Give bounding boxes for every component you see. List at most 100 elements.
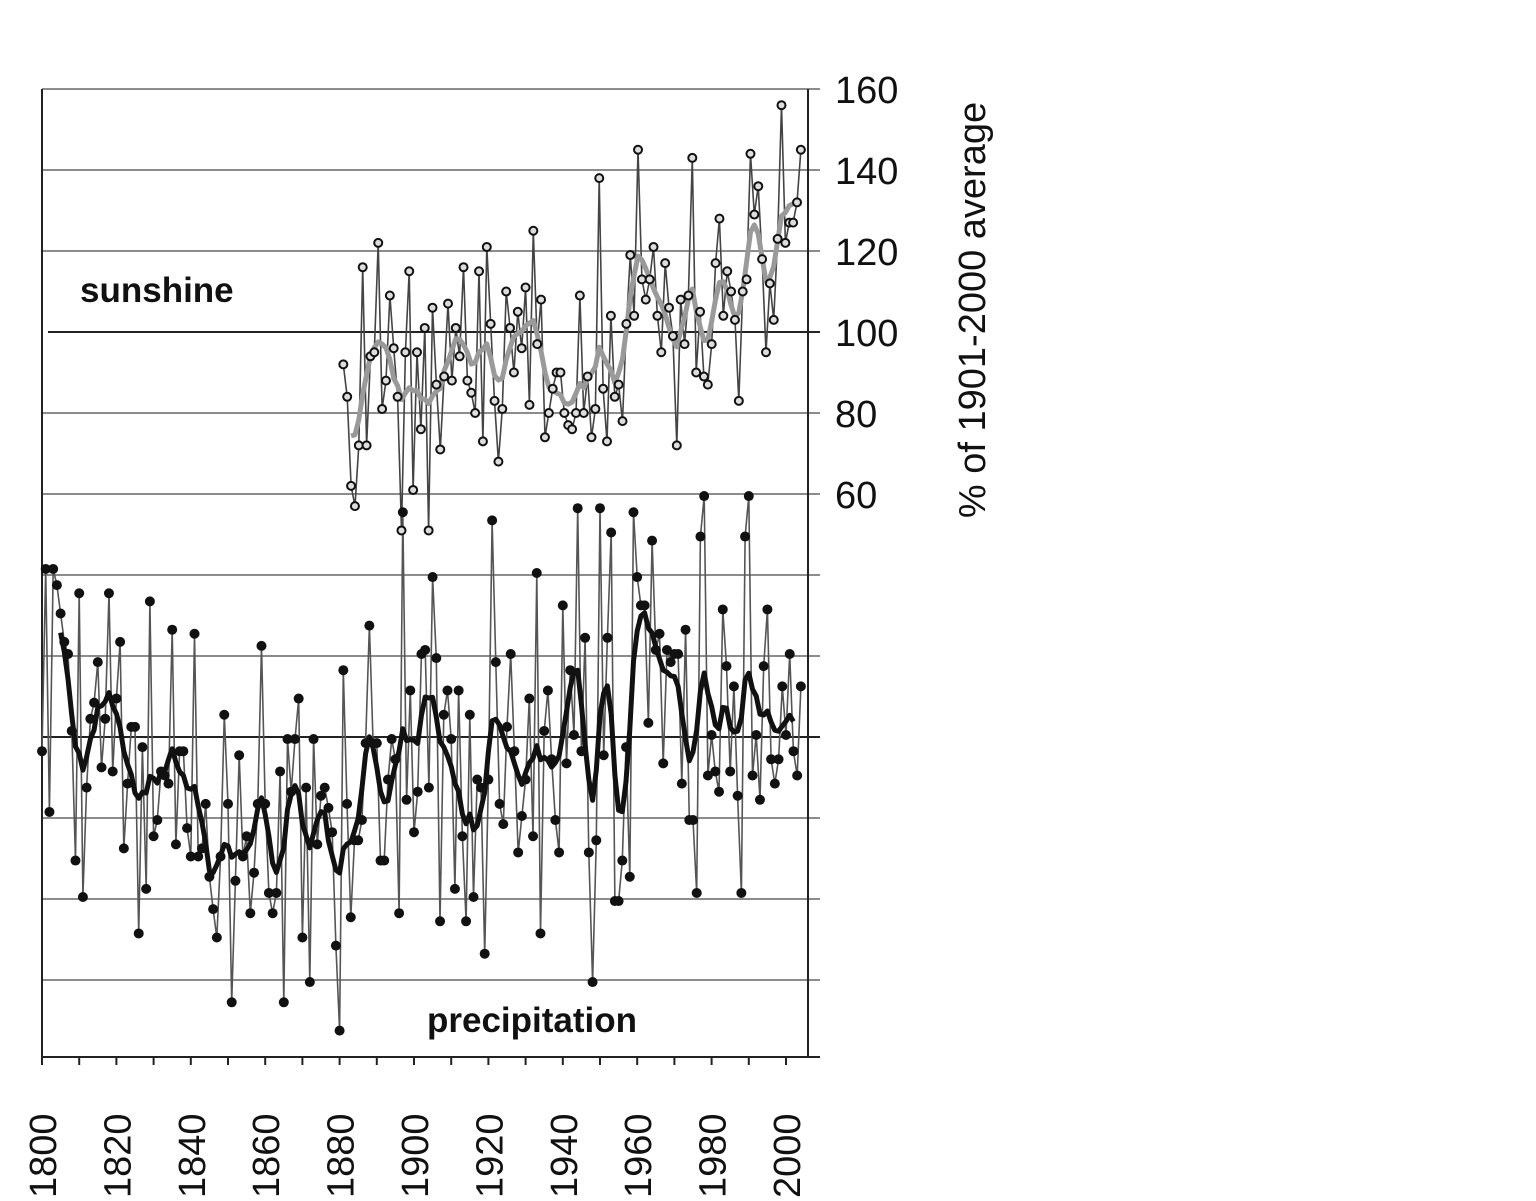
precipitation-point <box>379 855 390 866</box>
precipitation-point <box>48 563 59 574</box>
precipitation-point <box>401 794 412 805</box>
precipitation-point <box>528 831 539 842</box>
precipitation-point <box>353 835 364 846</box>
sunshine-point <box>458 262 469 273</box>
precipitation-point <box>137 742 148 753</box>
precipitation-point <box>215 851 226 862</box>
precipitation-point <box>606 527 617 538</box>
sunshine-point <box>687 152 698 163</box>
sunshine-point <box>656 347 667 358</box>
sunshine-point <box>621 318 632 329</box>
precipitation-point <box>494 798 505 809</box>
sunshine-point <box>392 391 403 402</box>
precipitation-point <box>699 491 710 502</box>
precipitation-point <box>70 855 81 866</box>
precipitation-point <box>59 636 70 647</box>
precipitation-point <box>714 786 725 797</box>
sunshine-point <box>578 408 589 418</box>
precipitation-point <box>479 948 490 959</box>
raw-series <box>41 105 802 1031</box>
precipitation-point <box>621 742 632 753</box>
precipitation-point <box>568 730 579 740</box>
sunshine-point <box>501 286 512 297</box>
sunshine-point <box>741 274 752 285</box>
sunshine-point <box>528 225 539 236</box>
precipitation-point <box>92 657 103 668</box>
precipitation-point <box>658 758 669 769</box>
precipitation-point <box>587 977 598 988</box>
x-tick-label: 1820 <box>97 1113 139 1198</box>
precipitation-point <box>617 855 628 866</box>
precipitation-point <box>554 847 565 858</box>
precipitation-point <box>702 770 713 781</box>
sunshine-point <box>792 197 803 208</box>
x-tick-label: 1940 <box>544 1113 586 1198</box>
precipitation-point <box>740 531 751 542</box>
sunshine-point <box>652 310 663 321</box>
sunshine-point <box>520 282 531 293</box>
sunshine-point <box>462 375 473 386</box>
precipitation-point <box>784 649 795 659</box>
sunshine-point <box>543 408 554 418</box>
precipitation-point <box>267 908 278 919</box>
sunshine-point <box>788 217 799 228</box>
precipitation-point <box>580 632 591 643</box>
precipitation-point <box>141 883 152 894</box>
precipitation-point <box>531 568 542 578</box>
precipitation-point <box>795 681 806 692</box>
precipitation-point <box>457 831 468 842</box>
sunshine-point <box>505 322 516 333</box>
precipitation-point <box>773 754 784 765</box>
precipitation-point <box>327 827 338 838</box>
precipitation-point <box>535 928 546 939</box>
precipitation-point <box>193 851 204 862</box>
sunshine-point <box>349 501 360 512</box>
precipitation-point <box>397 507 408 518</box>
precipitation-point <box>249 867 260 878</box>
sunshine-point <box>373 237 384 248</box>
precipitation-point <box>743 491 754 502</box>
sunshine-point <box>644 274 655 285</box>
precipitation-point <box>754 794 765 805</box>
sunshine-point <box>450 322 461 333</box>
sunshine-point <box>633 144 644 155</box>
sunshine-point <box>726 286 737 297</box>
sunshine-point <box>582 371 593 382</box>
smoothed-series <box>58 201 796 876</box>
precipitation-point <box>516 811 527 821</box>
sunshine-point <box>648 241 659 252</box>
precipitation-point <box>330 940 341 951</box>
precipitation-point <box>364 620 375 631</box>
sunshine-point <box>714 213 725 224</box>
sunshine-point <box>598 383 609 394</box>
sunshine-point <box>729 314 740 325</box>
sunshine-point <box>776 100 787 111</box>
sunshine-point <box>512 306 523 317</box>
sunshine-point <box>772 233 783 244</box>
precipitation-point <box>278 997 289 1008</box>
precipitation-point <box>591 835 602 846</box>
sunshine-point <box>532 339 543 350</box>
precipitation-point <box>717 604 728 615</box>
x-tick-label: 1960 <box>618 1113 660 1198</box>
y-tick-label: 80 <box>835 394 877 436</box>
precipitation-point <box>409 827 419 838</box>
precipitation-point <box>680 624 691 635</box>
precipitation-point <box>211 932 222 943</box>
precipitation-point <box>438 709 449 720</box>
sunshine-point <box>702 379 713 390</box>
y-tick-label: 140 <box>835 151 898 193</box>
x-tick-label: 1880 <box>321 1113 363 1198</box>
sunshine-point <box>745 148 756 159</box>
precipitation-point <box>647 535 658 546</box>
precipitation-point <box>118 843 129 854</box>
sunshine-point <box>795 144 806 155</box>
precipitation-point <box>665 657 676 668</box>
precipitation-point <box>691 887 702 898</box>
x-tick-label: 1980 <box>693 1113 735 1198</box>
precipitation-point <box>576 746 587 757</box>
precipitation-point <box>461 916 472 927</box>
sunshine-point <box>446 375 457 386</box>
sunshine-point <box>749 209 760 220</box>
precipitation-point <box>557 600 568 611</box>
